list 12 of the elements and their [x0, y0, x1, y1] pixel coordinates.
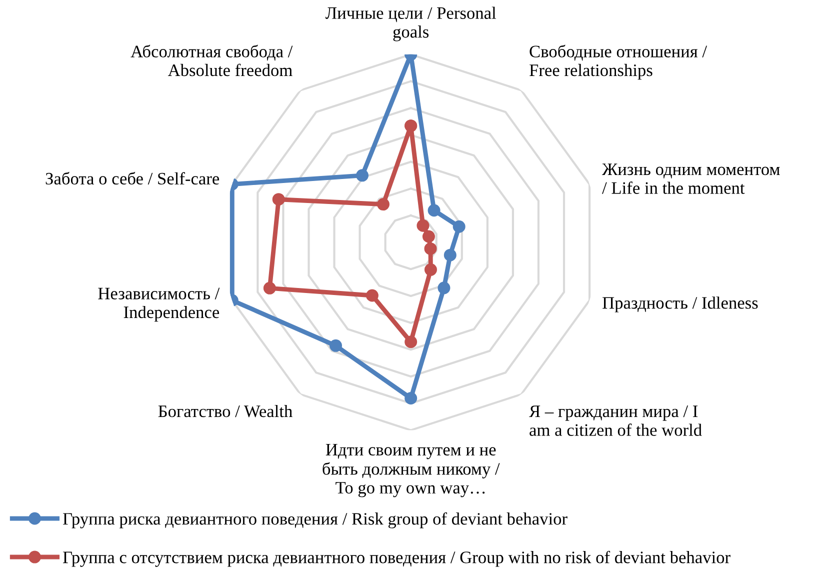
legend-label: Группа риска девиантного поведения / Risk group of deviant behavior — [63, 512, 568, 528]
spoke-label: Свободные отношения / Free relationships — [530, 44, 708, 80]
spoke-label: Абсолютная свобода / Absolute freedom — [130, 44, 293, 76]
spoke-label: Забота о себе / Self-care — [46, 172, 220, 185]
spoke-label: Жизнь одним моментом / Life in the moment — [602, 164, 780, 194]
spoke-label: Богатство / Wealth — [158, 404, 292, 418]
spoke-label: Независимость / Independence — [98, 288, 220, 322]
spoke-label: Я – гражданин мира / I am a citizen of the world — [529, 406, 702, 436]
spoke-label: Праздность / Idleness — [602, 296, 758, 312]
spoke-label: Личные цели / Personal goals — [325, 6, 496, 42]
spoke-label: Идти своим путем и не быть должным никому / To go my own way… — [322, 444, 500, 498]
legend-label: Группа с отсутствием риска девиантного поведения / Group with no risk of deviant behavior — [63, 550, 730, 567]
